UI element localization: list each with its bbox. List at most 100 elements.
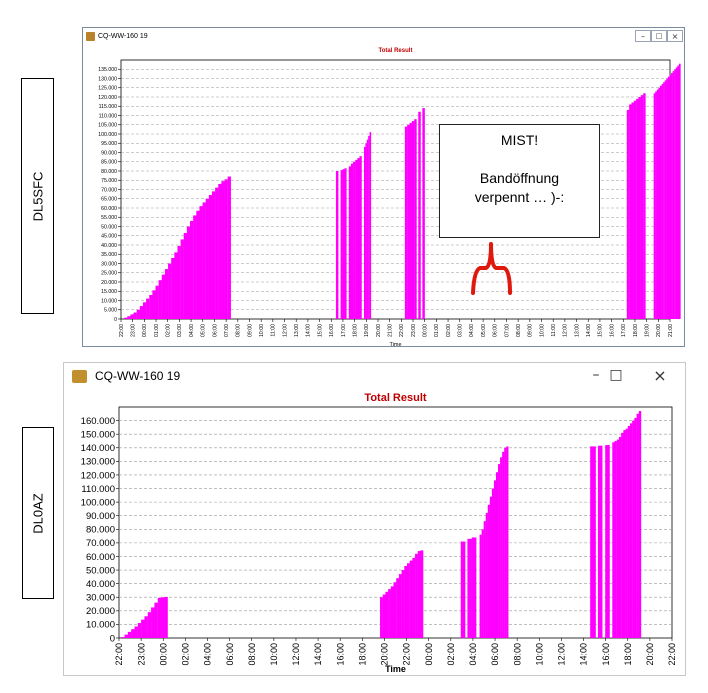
bar bbox=[669, 74, 672, 319]
x-tick-label: 14:00 bbox=[579, 643, 589, 666]
annotation-line2: verpennt … )-: bbox=[474, 189, 565, 205]
x-tick-label: 01:00 bbox=[154, 324, 160, 337]
minimize-icon[interactable]: – bbox=[592, 367, 600, 383]
y-tick-label: 85.000 bbox=[101, 160, 117, 166]
x-tick-label: 18:00 bbox=[633, 324, 639, 337]
bar bbox=[618, 436, 622, 638]
bar bbox=[131, 629, 135, 638]
bar bbox=[412, 557, 416, 638]
bar bbox=[152, 290, 156, 319]
maximize-icon[interactable]: □ bbox=[651, 30, 667, 42]
bar bbox=[398, 574, 402, 638]
bar bbox=[664, 80, 667, 319]
bar bbox=[366, 139, 369, 319]
bar bbox=[215, 187, 219, 319]
x-tick-label: 06:00 bbox=[225, 643, 235, 666]
label-dl5sfc: DL5SFC bbox=[21, 78, 54, 314]
maximize-icon[interactable]: □ bbox=[609, 367, 623, 383]
y-tick-label: 115.000 bbox=[99, 104, 117, 110]
bar bbox=[640, 95, 644, 320]
bar bbox=[348, 166, 352, 319]
x-tick-label: 08:00 bbox=[516, 324, 522, 337]
bar bbox=[597, 445, 603, 638]
label-dl5sfc-text: DL5SFC bbox=[30, 171, 46, 221]
close-icon[interactable]: × bbox=[653, 365, 667, 385]
bar bbox=[335, 171, 339, 319]
window-titlebar: CQ-WW-160 19 bbox=[64, 363, 685, 389]
x-tick-label: 02:00 bbox=[446, 324, 452, 337]
x-tick-label: 17:00 bbox=[341, 324, 347, 337]
y-tick-label: 50.000 bbox=[101, 224, 117, 230]
x-tick-label: 07:00 bbox=[504, 324, 510, 337]
bar bbox=[355, 159, 358, 319]
bar bbox=[404, 126, 408, 319]
annotation-title: MIST! bbox=[500, 132, 539, 148]
bar bbox=[629, 423, 633, 638]
bar bbox=[183, 232, 188, 319]
x-tick-label: 11:00 bbox=[271, 324, 277, 337]
x-tick-label: 00:00 bbox=[423, 324, 429, 337]
x-tick-label: 22:00 bbox=[402, 643, 412, 666]
bar bbox=[365, 143, 367, 319]
bar bbox=[414, 119, 417, 319]
x-tick-label: 21:00 bbox=[387, 324, 393, 337]
bar bbox=[146, 298, 150, 319]
bar bbox=[667, 76, 670, 320]
x-tick-label: 03:00 bbox=[177, 324, 183, 337]
bar bbox=[677, 65, 680, 319]
x-tick-label: 04:00 bbox=[203, 643, 213, 666]
bar bbox=[134, 626, 138, 638]
x-tick-label: 17:00 bbox=[621, 324, 627, 337]
x-tick-label: 13:00 bbox=[574, 324, 580, 337]
x-tick-label: 10:00 bbox=[539, 324, 545, 337]
bar bbox=[502, 451, 505, 638]
bar bbox=[218, 183, 222, 319]
bar bbox=[121, 637, 125, 638]
bar bbox=[406, 563, 410, 638]
minimize-icon[interactable]: – bbox=[635, 30, 651, 42]
bar bbox=[411, 121, 415, 319]
y-tick-label: 25.000 bbox=[101, 271, 117, 277]
x-tick-label: 00:00 bbox=[142, 324, 148, 337]
bar bbox=[139, 306, 144, 319]
x-tick-label: 20:00 bbox=[376, 324, 382, 337]
x-tick-label: 07:00 bbox=[224, 324, 230, 337]
bar bbox=[199, 206, 203, 319]
bar bbox=[612, 442, 615, 638]
bar bbox=[359, 156, 362, 319]
x-tick-label: 16:00 bbox=[335, 643, 345, 666]
bar bbox=[208, 195, 213, 319]
bar bbox=[467, 538, 472, 638]
x-tick-label: 09:00 bbox=[247, 324, 253, 337]
bar bbox=[407, 124, 410, 319]
bar bbox=[164, 596, 168, 638]
bar bbox=[393, 582, 397, 638]
bar bbox=[625, 428, 628, 638]
bar bbox=[616, 439, 620, 638]
x-tick-label: 12:00 bbox=[557, 643, 567, 666]
bar bbox=[177, 245, 181, 319]
bar bbox=[171, 257, 175, 319]
x-tick-label: 09:00 bbox=[528, 324, 534, 337]
bar bbox=[409, 560, 413, 638]
bar bbox=[643, 93, 646, 319]
x-tick-label: 10:00 bbox=[534, 643, 544, 666]
y-tick-label: 0 bbox=[114, 317, 117, 323]
bar bbox=[147, 612, 152, 638]
window-title: CQ-WW-160 19 bbox=[98, 32, 148, 40]
x-tick-label: 15:00 bbox=[317, 324, 323, 337]
bar bbox=[658, 87, 661, 319]
x-tick-label: 23:00 bbox=[131, 324, 137, 337]
y-tick-label: 10.000 bbox=[86, 620, 115, 631]
x-tick-label: 12:00 bbox=[563, 324, 569, 337]
x-tick-label: 02:00 bbox=[446, 643, 456, 666]
bar bbox=[623, 430, 626, 638]
bar bbox=[638, 97, 641, 319]
x-tick-label: 06:00 bbox=[212, 324, 218, 337]
x-tick-label: 22:00 bbox=[399, 324, 405, 337]
close-icon[interactable]: × bbox=[667, 30, 683, 42]
x-tick-label: 10:00 bbox=[269, 643, 279, 666]
x-tick-label: 16:00 bbox=[601, 643, 611, 666]
x-tick-label: 20:00 bbox=[645, 643, 655, 666]
x-tick-label: 18:00 bbox=[357, 643, 367, 666]
